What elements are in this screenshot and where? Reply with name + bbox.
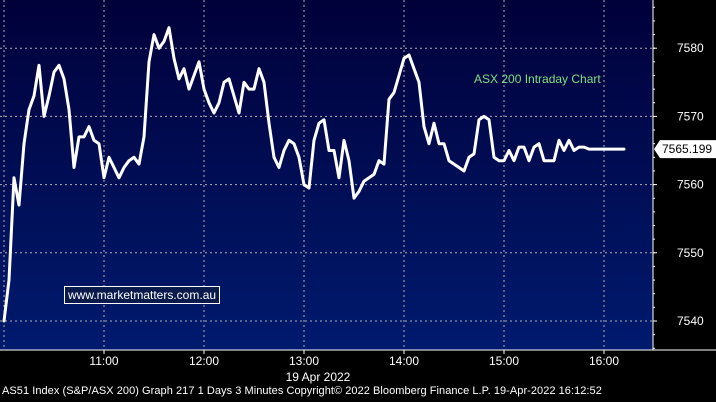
x-tick-label: 11:00: [89, 354, 118, 368]
x-tick-label: 12:00: [189, 354, 219, 368]
y-tick-label: 7540: [677, 314, 704, 328]
bloomberg-footer: AS51 Index (S&P/ASX 200) Graph 217 1 Day…: [2, 385, 602, 397]
chart-title: ASX 200 Intraday Chart: [474, 72, 601, 86]
website-watermark: www.marketmatters.com.au: [64, 286, 221, 304]
data-points: [3, 27, 625, 322]
last-price-label: 7565.199: [662, 142, 712, 156]
x-tick-label: 15:00: [489, 354, 519, 368]
last-price-tag: 7565.199: [654, 140, 716, 159]
x-axis-date-label: 19 Apr 2022: [286, 370, 351, 384]
x-tick-label: 16:00: [589, 354, 619, 368]
y-tick-labels: 7540 7550 7560 7570 7580: [653, 6, 704, 349]
y-tick-label: 7570: [677, 109, 704, 123]
y-tick-label: 7560: [677, 178, 704, 192]
x-tick-label: 13:00: [289, 354, 319, 368]
y-tick-label: 7580: [677, 41, 704, 55]
x-tick-labels: 11:00 12:00 13:00 14:00 15:00 16:00: [89, 350, 619, 368]
y-tick-label: 7550: [677, 246, 704, 260]
x-tick-label: 14:00: [389, 354, 419, 368]
